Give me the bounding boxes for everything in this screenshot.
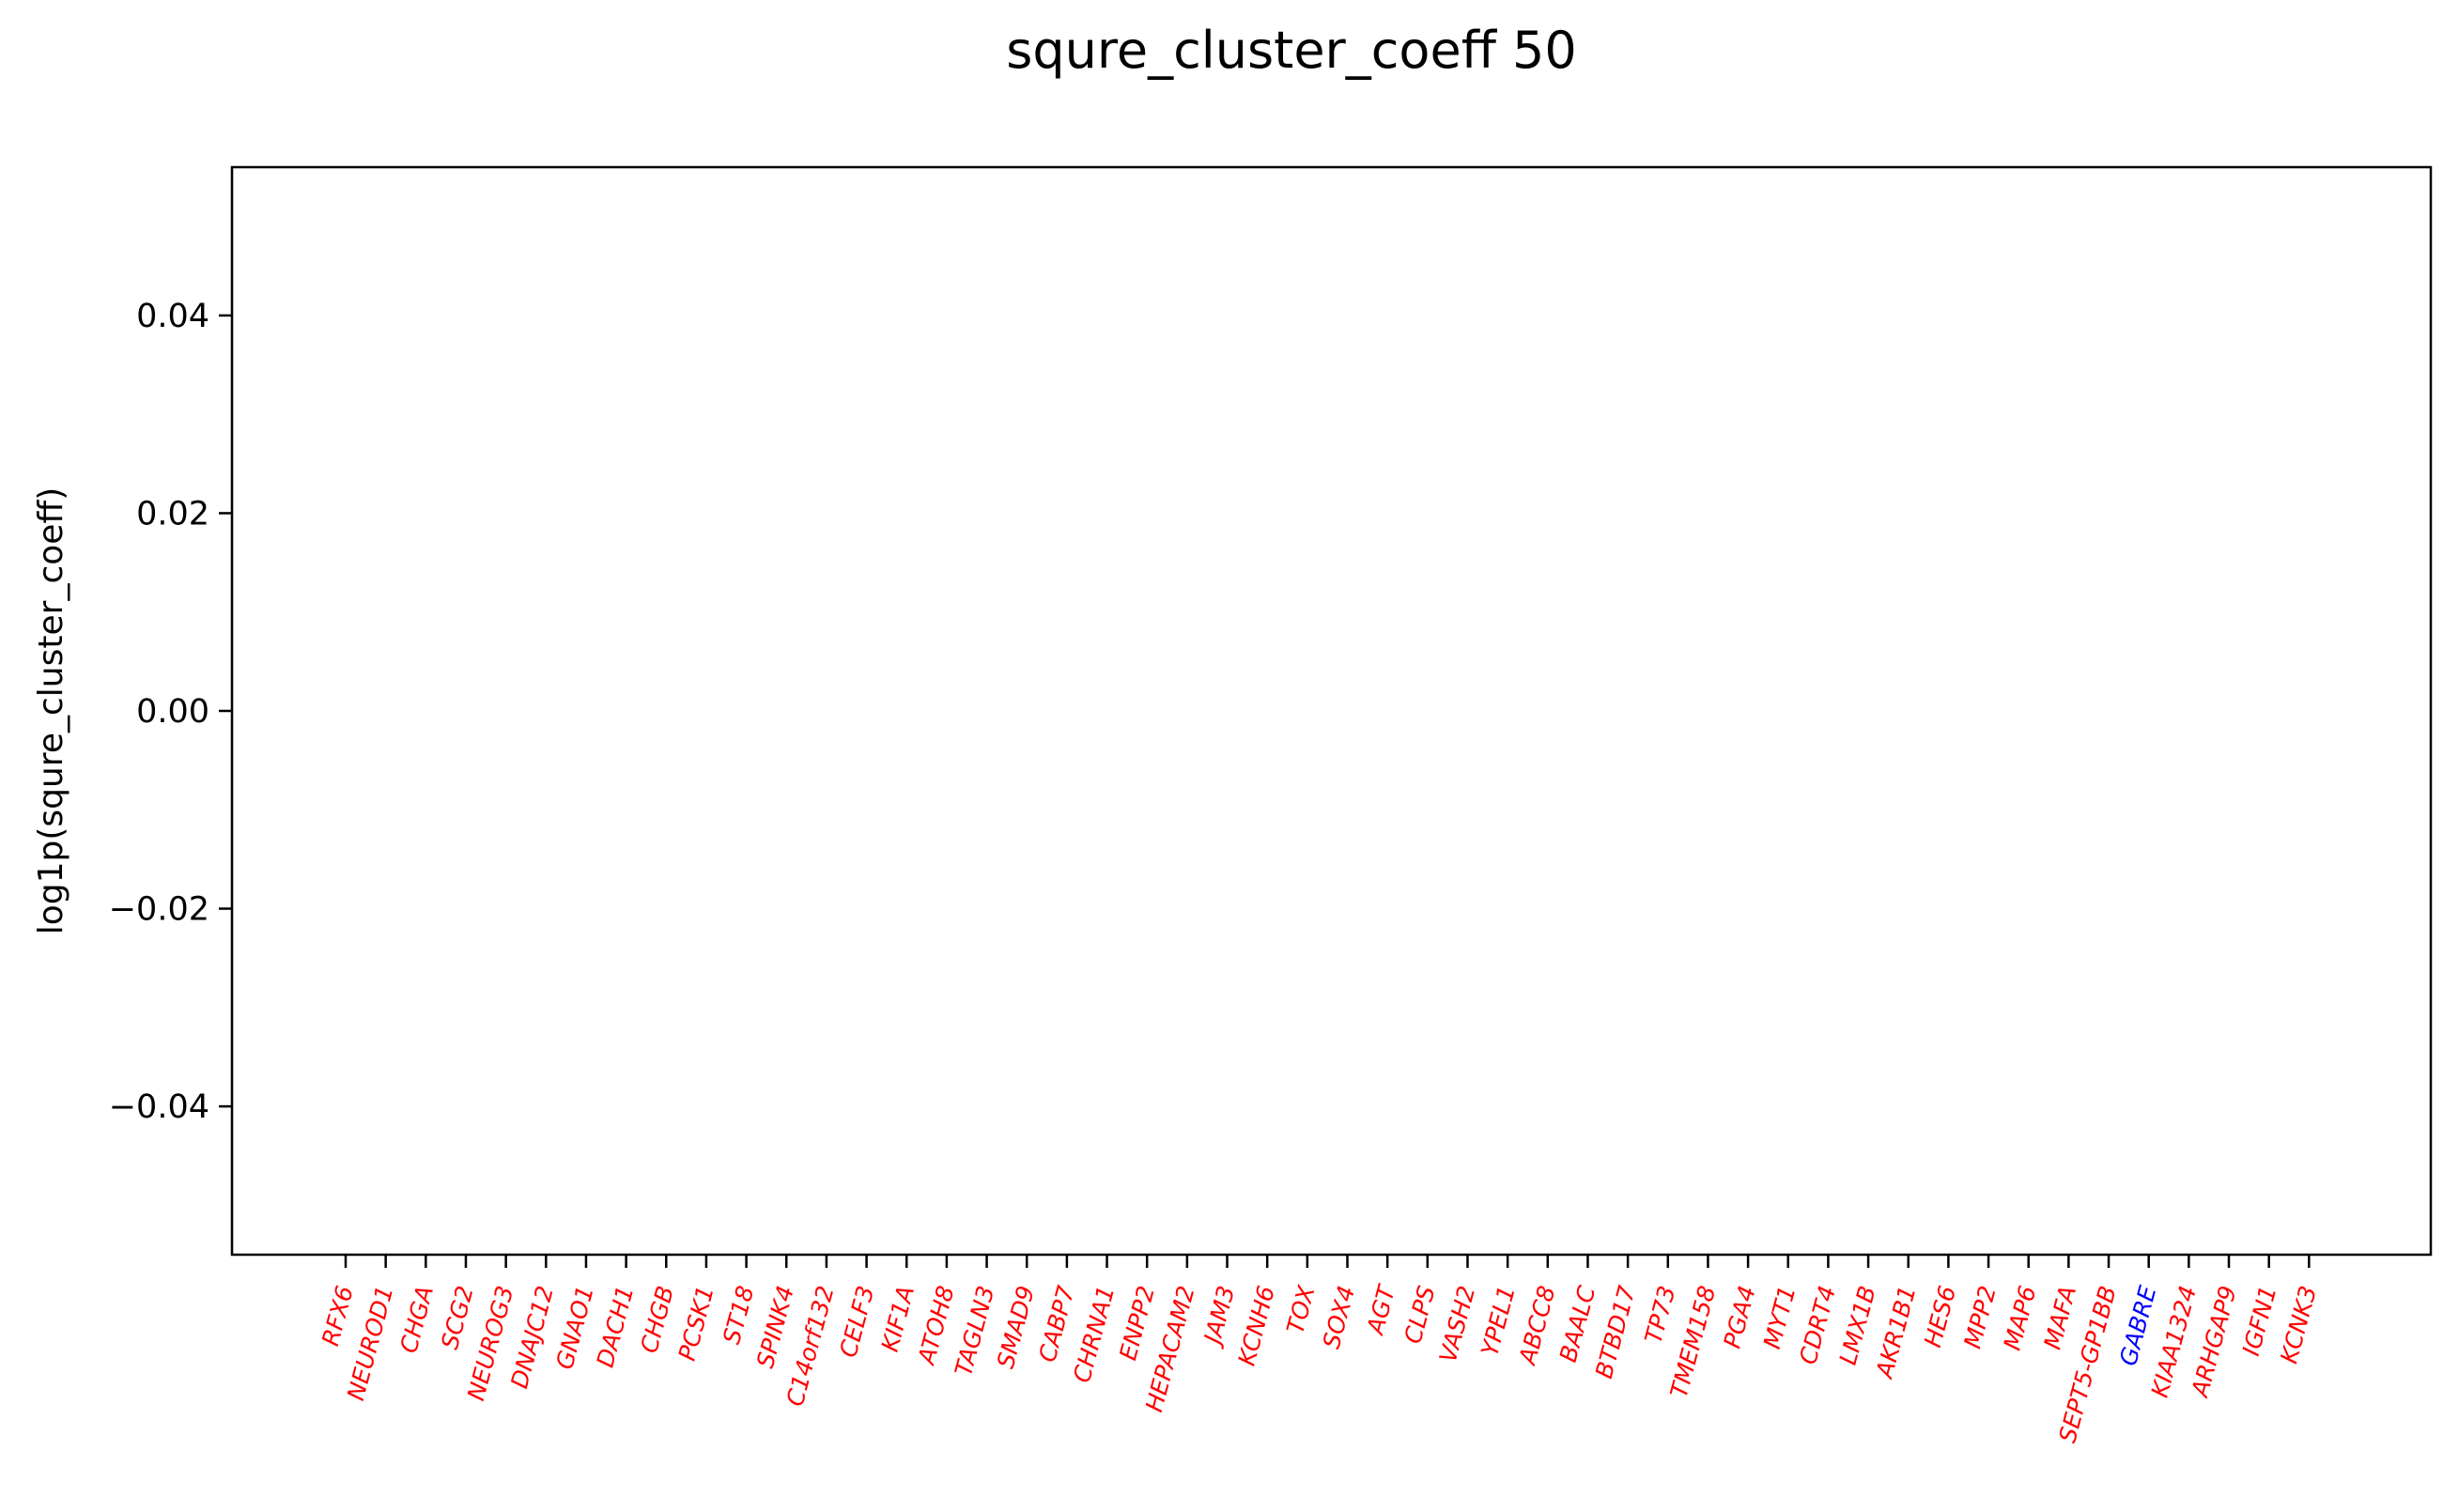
x-tick-label: KIF1A <box>876 1283 920 1354</box>
x-tick-label: TP73 <box>1639 1283 1680 1347</box>
x-tick-label: KCNK3 <box>2275 1283 2322 1366</box>
x-tick-label: SOX4 <box>1318 1283 1361 1351</box>
x-tick-label: ST18 <box>718 1283 759 1347</box>
x-tick-label: SCG2 <box>436 1283 479 1352</box>
x-tick-label: CELF3 <box>834 1283 879 1360</box>
y-tick-label: 0.04 <box>136 298 209 335</box>
x-tick-label: TOX <box>1281 1282 1321 1336</box>
y-tick-label: −0.04 <box>109 1088 209 1126</box>
x-tick-label: AGT <box>1361 1281 1400 1338</box>
y-tick-label: 0.02 <box>136 495 209 532</box>
chart-title: squre_cluster_coeff 50 <box>1006 21 1577 80</box>
y-axis-label: log1p(squre_cluster_coeff) <box>32 487 70 935</box>
x-tick-label: VASH2 <box>1434 1283 1481 1365</box>
x-tick-label: YPEL1 <box>1476 1283 1521 1359</box>
x-tick-label: RFX6 <box>317 1283 359 1349</box>
x-tick-label: PCSK1 <box>673 1283 719 1364</box>
x-tick-label: CHGA <box>394 1283 439 1356</box>
x-tick-label: BAALC <box>1554 1283 1601 1365</box>
x-tick-label: IGFN1 <box>2237 1283 2282 1359</box>
y-axis: 0.04 0.02 0.00 −0.02 −0.04 <box>109 298 232 1126</box>
x-tick-label: ATOH8 <box>912 1283 960 1368</box>
x-tick-label: ABCC8 <box>1513 1283 1561 1369</box>
x-tick-label: JAM3 <box>1198 1283 1240 1350</box>
x-tick-label: MAP6 <box>1998 1283 2041 1353</box>
x-tick-label: ENPP2 <box>1114 1283 1160 1363</box>
y-tick-label: 0.00 <box>136 693 209 731</box>
x-tick-label: HES6 <box>1919 1283 1961 1350</box>
y-tick-label: −0.02 <box>109 891 209 929</box>
x-tick-label: KCNH6 <box>1233 1283 1280 1368</box>
x-tick-label: PGA4 <box>1718 1283 1760 1351</box>
x-tick-label: MYT1 <box>1758 1283 1801 1351</box>
x-tick-label: MAFA <box>2038 1283 2081 1352</box>
x-axis: RFX6NEUROD1CHGASCG2NEUROG3DNAJC12GNAO1DA… <box>317 1255 2322 1445</box>
x-tick-label: CABP7 <box>1033 1283 1079 1365</box>
x-tick-label: CHGB <box>635 1283 679 1356</box>
plot-area <box>230 165 2433 1257</box>
x-tick-label: DACH1 <box>591 1283 639 1370</box>
x-tick-label: CDRT4 <box>1794 1283 1841 1367</box>
x-tick-label: MPP2 <box>1958 1283 2002 1351</box>
x-tick-label: GABRE <box>2114 1283 2162 1369</box>
x-tick-label: LMX1B <box>1834 1283 1881 1367</box>
x-tick-label: CLPS <box>1399 1283 1440 1347</box>
